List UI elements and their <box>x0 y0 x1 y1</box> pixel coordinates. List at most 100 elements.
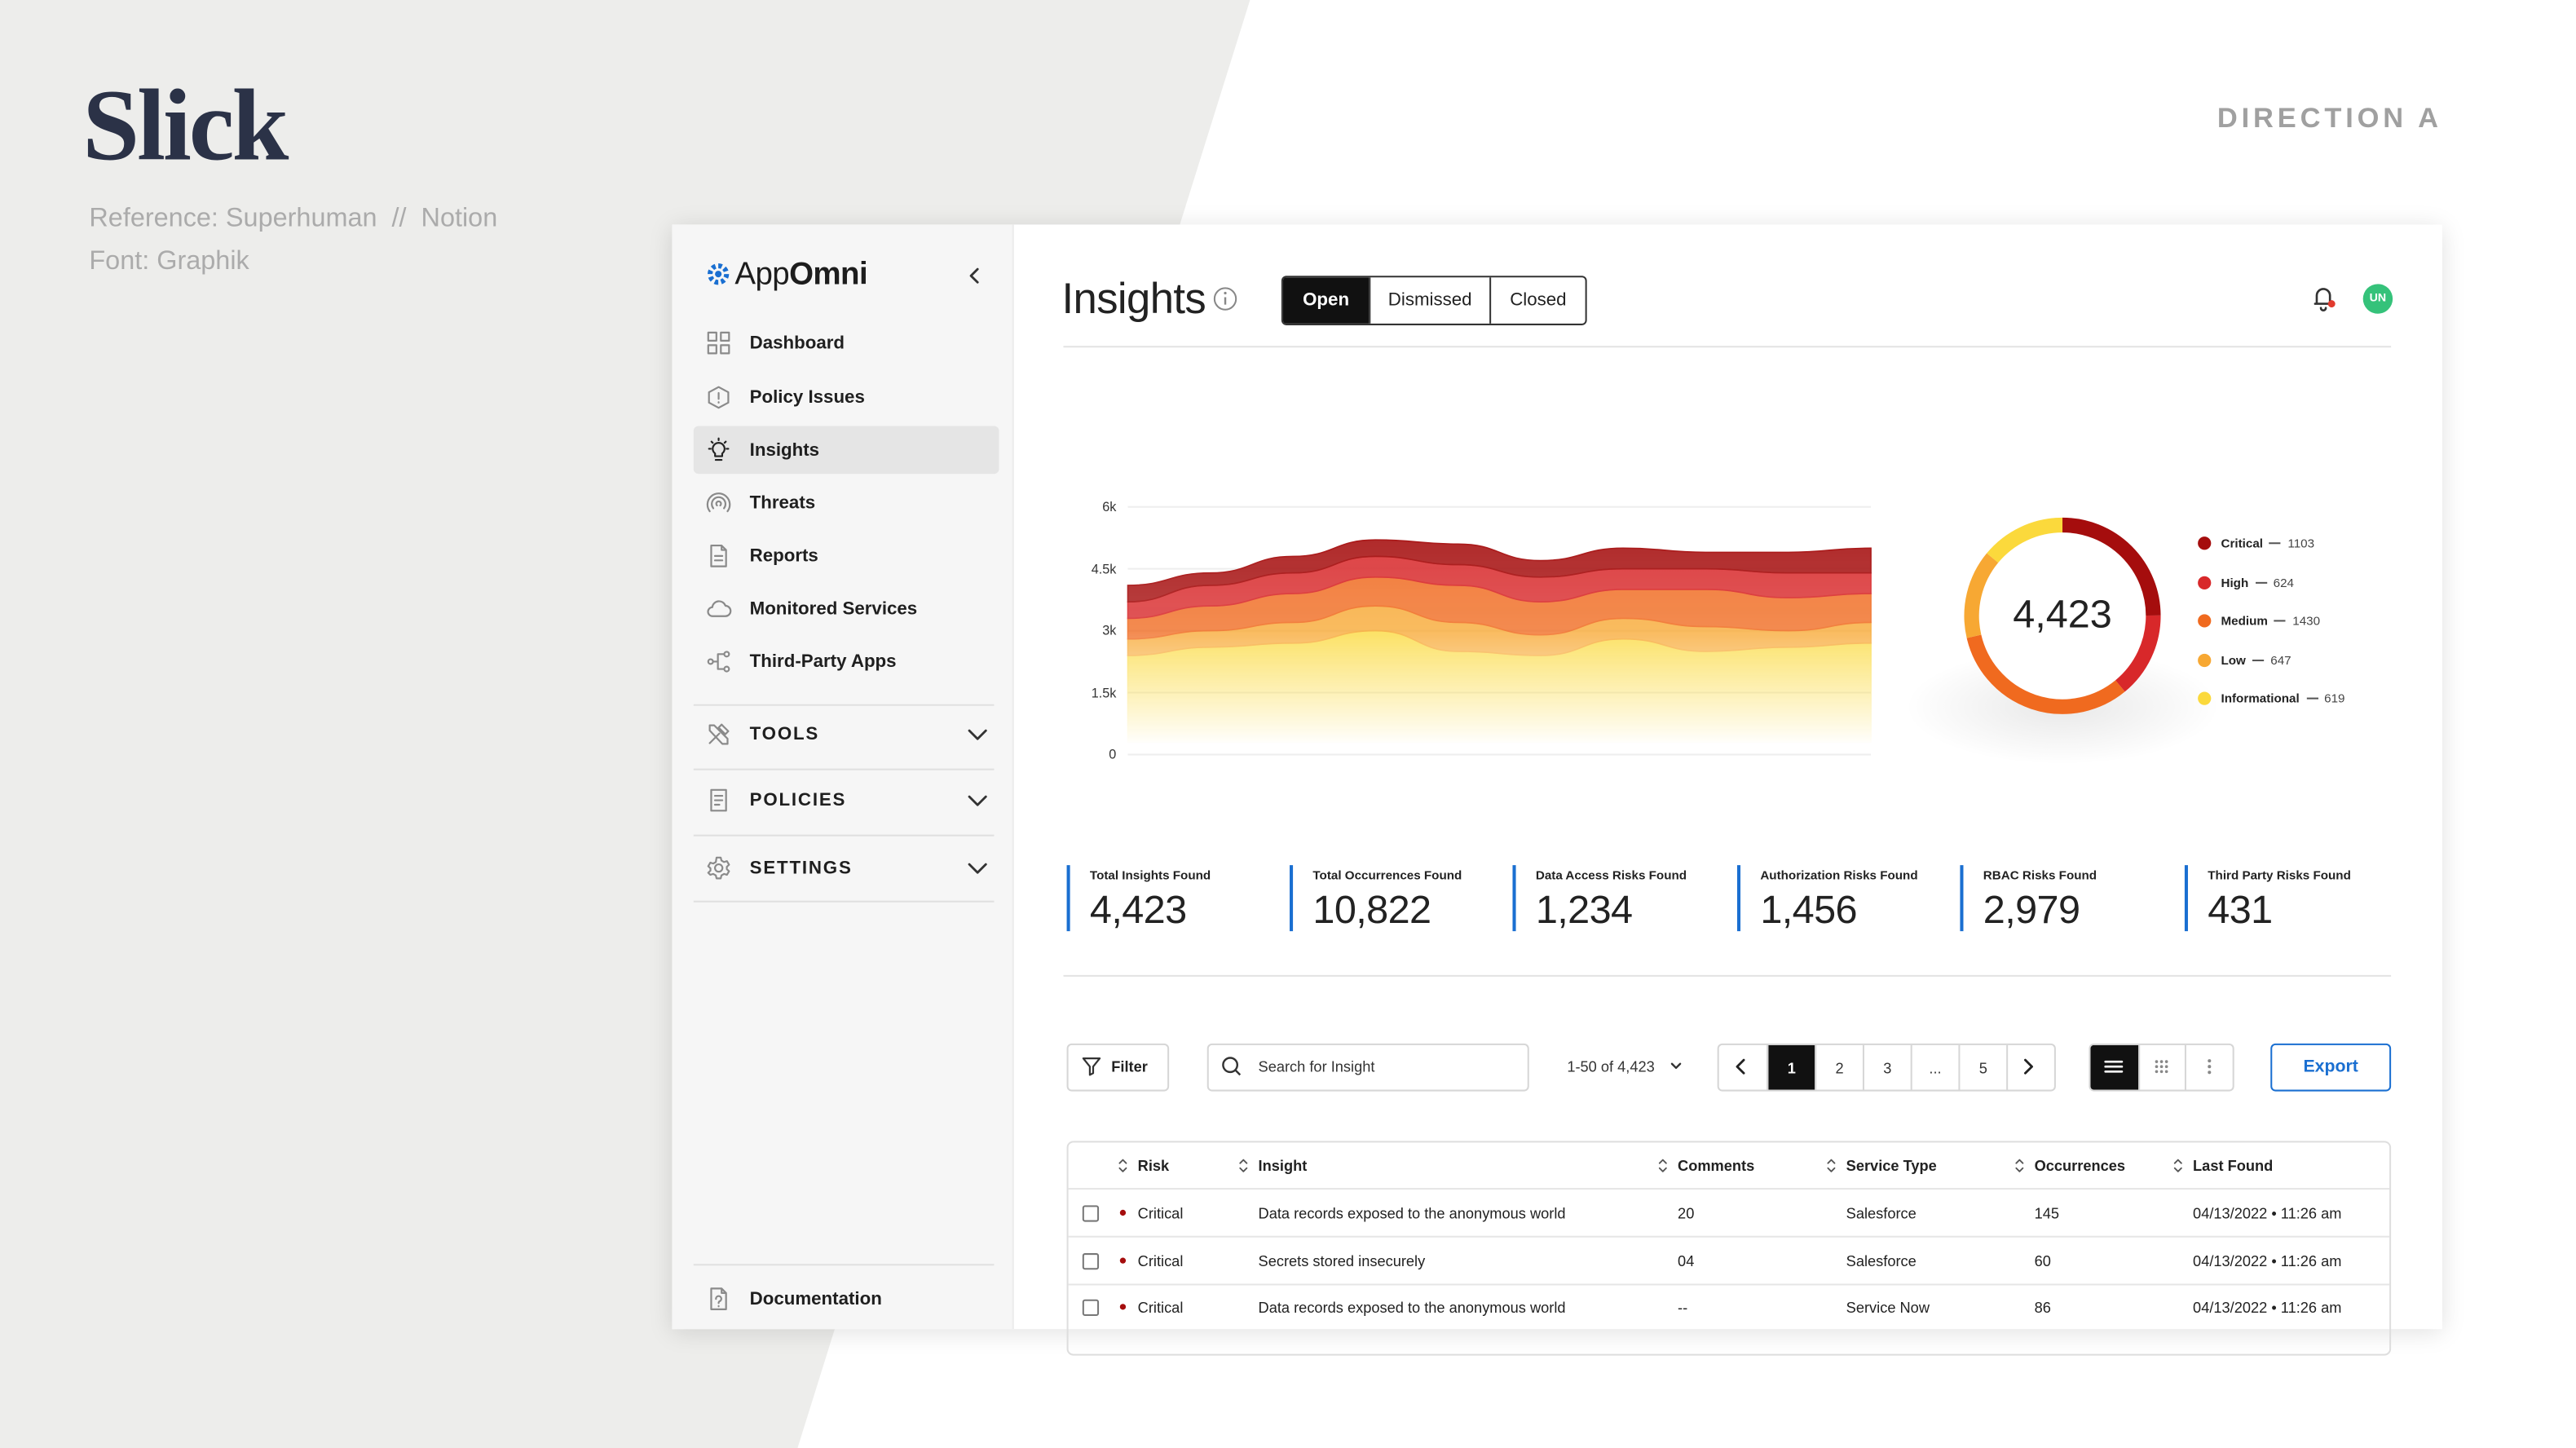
filter-label[interactable]: Filter <box>1111 1058 1148 1075</box>
page-cell[interactable]: 3 <box>1862 1044 1911 1090</box>
view-option[interactable] <box>2137 1044 2186 1090</box>
legend-name: Low <box>2221 652 2246 669</box>
table-cell: 20 <box>1678 1205 1695 1222</box>
stat-value: 2,979 <box>1983 888 2080 934</box>
tab[interactable]: Open <box>1282 277 1370 324</box>
stat-value: 10,822 <box>1312 888 1431 934</box>
tab[interactable]: Dismissed <box>1369 277 1489 324</box>
table-cell[interactable]: Secrets stored insecurely <box>1258 1253 1426 1270</box>
table-cell[interactable]: Data records exposed to the anonymous wo… <box>1258 1205 1566 1222</box>
nav-item[interactable]: Dashboard <box>749 333 845 354</box>
view-option[interactable] <box>2185 1044 2233 1090</box>
logo: AppOmni <box>734 258 867 294</box>
legend-item: Critical 1103 <box>2221 536 2314 550</box>
legend-name: Medium <box>2221 613 2268 629</box>
column-header[interactable]: Last Found <box>2193 1157 2274 1174</box>
legend-name: Critical <box>2221 536 2264 551</box>
column-header[interactable]: Insight <box>1258 1157 1308 1174</box>
stat-value: 4,423 <box>1089 888 1187 934</box>
tab[interactable]: Closed <box>1489 277 1585 324</box>
donut-total: 4,423 <box>2013 593 2112 638</box>
legend-dash <box>2269 542 2282 545</box>
stat-label: RBAC Risks Found <box>1983 867 2097 883</box>
export-button[interactable] <box>2270 1043 2392 1092</box>
table-cell: Critical <box>1137 1299 1184 1316</box>
legend-name: Informational <box>2221 691 2300 706</box>
stat-label: Total Insights Found <box>1089 867 1211 883</box>
pagination: 1 2 3... 5 <box>1717 1043 2056 1092</box>
page-cell[interactable]: 5 <box>1958 1044 2006 1090</box>
legend-name: High <box>2221 575 2249 590</box>
y-tick-label: 3k <box>1102 623 1117 638</box>
nav-item[interactable]: Third-Party Apps <box>749 651 897 673</box>
section-header[interactable]: TOOLS <box>749 725 820 745</box>
stat-value: 1,456 <box>1760 888 1857 934</box>
legend-dash <box>2252 660 2265 662</box>
logo-bold: Omni <box>789 257 868 293</box>
view-option[interactable] <box>2090 1044 2138 1090</box>
column-header[interactable]: Service Type <box>1846 1157 1937 1174</box>
stat-label: Total Occurrences Found <box>1312 867 1462 883</box>
legend-dash <box>2255 581 2267 584</box>
table-cell: 04/13/2022 • 11:26 am <box>2193 1299 2342 1316</box>
avatar-initials[interactable]: UN <box>2369 293 2387 305</box>
legend-item: High 624 <box>2221 576 2294 590</box>
section-header[interactable]: POLICIES <box>749 791 847 811</box>
nav-item[interactable]: Insights <box>749 440 820 461</box>
nav-active-bg <box>693 426 999 475</box>
table-cell: -- <box>1678 1299 1688 1316</box>
column-header[interactable]: Risk <box>1137 1157 1170 1174</box>
y-tick-label: 0 <box>1109 747 1117 762</box>
view-toggle <box>2089 1043 2234 1092</box>
table-cell: 04/13/2022 • 11:26 am <box>2193 1253 2342 1270</box>
section-header[interactable]: SETTINGS <box>749 859 853 879</box>
legend-item: Low 647 <box>2221 653 2291 668</box>
legend-value: 624 <box>2273 575 2294 590</box>
page-cell[interactable]: 2 <box>1815 1044 1863 1090</box>
page-cell[interactable] <box>2006 1044 2054 1090</box>
slide-title: Slick <box>82 70 289 183</box>
search-box[interactable] <box>1206 1043 1529 1092</box>
legend-item: Medium 1430 <box>2221 613 2320 628</box>
table-cell[interactable]: Data records exposed to the anonymous wo… <box>1258 1299 1566 1316</box>
nav-item[interactable]: Policy Issues <box>749 387 865 408</box>
legend-dash <box>2274 620 2287 622</box>
table-cell: 04 <box>1678 1253 1695 1270</box>
stat-label: Third Party Risks Found <box>2208 867 2351 883</box>
export-label[interactable]: Export <box>2303 1057 2358 1077</box>
documentation-link[interactable]: Documentation <box>749 1289 882 1309</box>
page-cell[interactable]: ... <box>1910 1044 1959 1090</box>
table-cell: 145 <box>2034 1205 2060 1222</box>
stat-label: Data Access Risks Found <box>1535 867 1687 883</box>
page-cell[interactable]: 1 <box>1767 1044 1815 1090</box>
legend-value: 1430 <box>2292 613 2321 629</box>
table-cell: 04/13/2022 • 11:26 am <box>2193 1205 2342 1222</box>
legend-item: Informational 619 <box>2221 691 2344 706</box>
table-cell: Service Now <box>1846 1299 1930 1316</box>
stat-label: Authorization Risks Found <box>1760 867 1918 883</box>
y-tick-label: 6k <box>1102 499 1117 514</box>
legend-value: 1103 <box>2287 536 2315 551</box>
table-cell: 60 <box>2034 1253 2051 1270</box>
slide-reference: Reference: Superhuman // Notion <box>89 205 498 233</box>
tab-group: Open Dismissed Closed <box>1281 276 1587 325</box>
nav-item[interactable]: Threats <box>749 493 816 514</box>
legend-dash <box>2305 697 2318 700</box>
nav-item[interactable]: Monitored Services <box>749 599 918 620</box>
stat-value: 431 <box>2208 888 2273 934</box>
column-header[interactable]: Comments <box>1678 1157 1755 1174</box>
nav-item[interactable]: Reports <box>749 546 818 567</box>
range-select[interactable]: 1-50 of 4,423 <box>1567 1058 1655 1075</box>
table-cell: Critical <box>1137 1205 1184 1222</box>
filter-button[interactable] <box>1066 1043 1170 1092</box>
column-header[interactable]: Occurrences <box>2034 1157 2126 1174</box>
legend-value: 619 <box>2324 691 2345 706</box>
stat-value: 1,234 <box>1535 888 1633 934</box>
search-placeholder[interactable]: Search for Insight <box>1258 1058 1375 1075</box>
y-tick-label: 4.5k <box>1091 561 1117 576</box>
page-cell[interactable] <box>1719 1045 1767 1090</box>
table-cell: Salesforce <box>1846 1205 1917 1222</box>
table-cell: Salesforce <box>1846 1253 1917 1270</box>
slide-font: Font: Graphik <box>89 247 249 276</box>
